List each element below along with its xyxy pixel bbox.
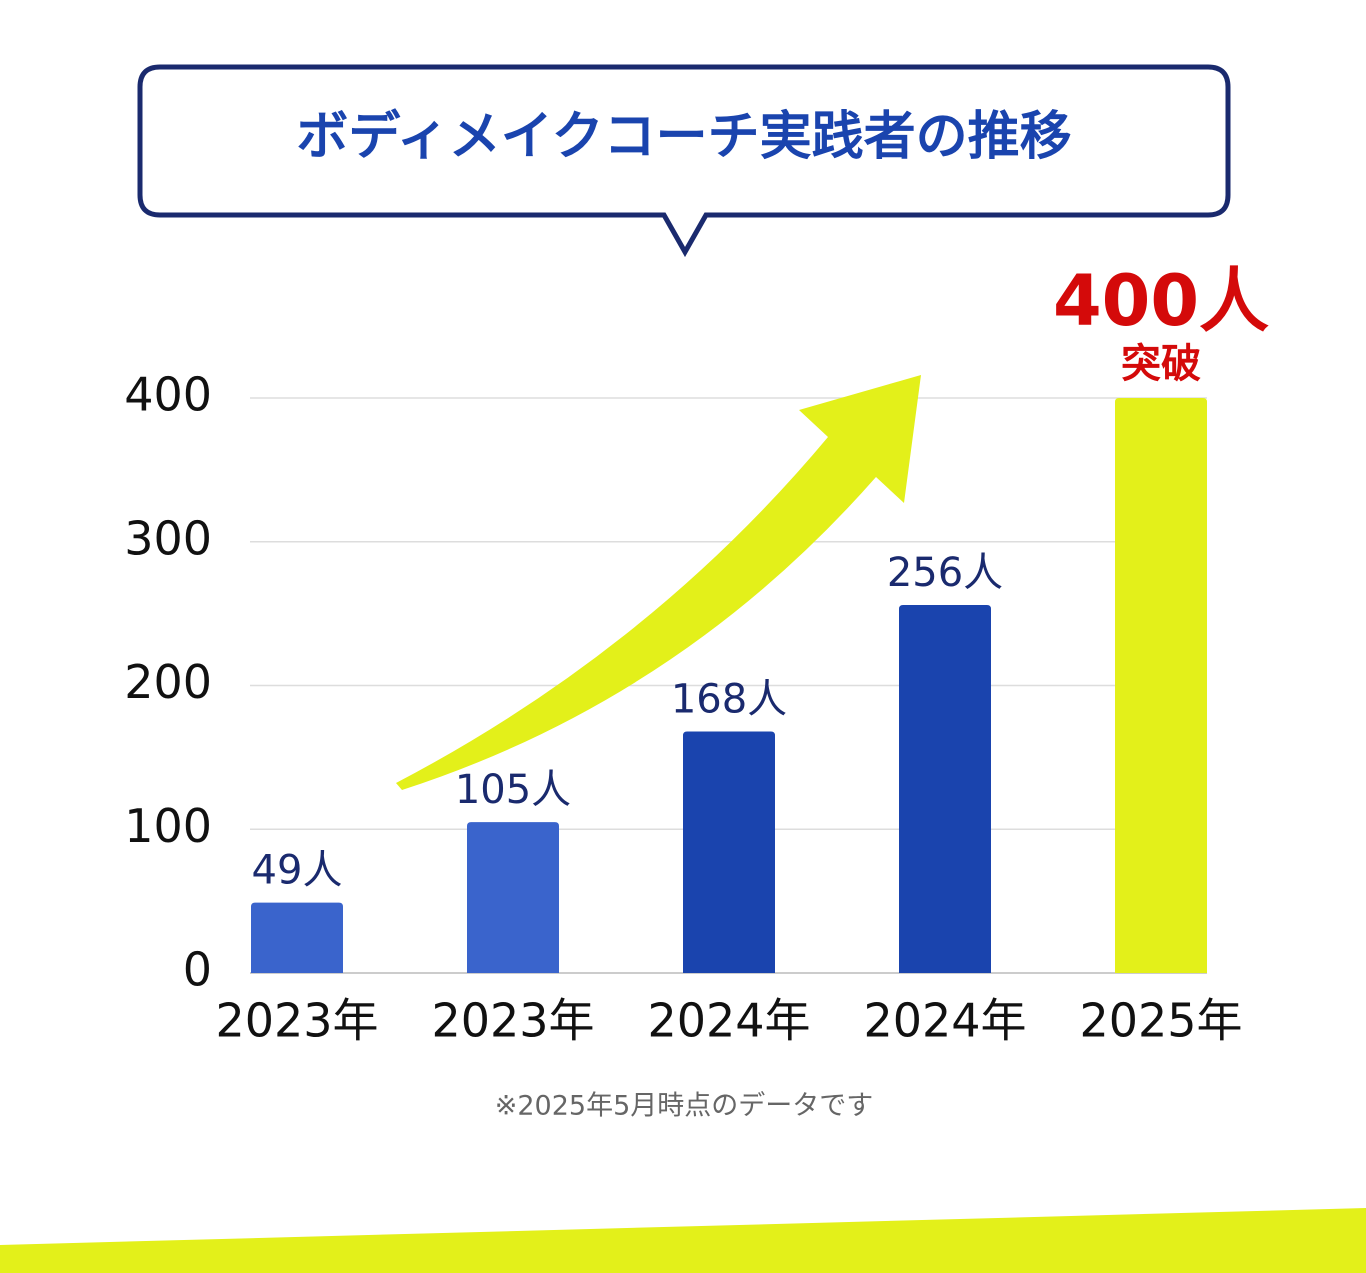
- y-tick-label: 100: [124, 799, 212, 853]
- value-label: 105人: [455, 767, 571, 813]
- bar: [683, 731, 775, 973]
- value-label: 400人: [1053, 260, 1269, 342]
- plot: [250, 397, 1207, 974]
- bar: [1115, 398, 1207, 973]
- decor-stripe: [0, 1208, 1366, 1273]
- labels: 0 100 200 300 400 2023年 49人 2023年 105人 2024年 168人 2…: [124, 260, 1269, 1047]
- bar: [251, 902, 343, 973]
- value-label: 49人: [252, 848, 343, 894]
- y-tick-label: 0: [183, 943, 212, 997]
- chart-title: ボディメイクコーチ実践者の推移: [296, 107, 1071, 167]
- growth-arrow: [396, 375, 921, 790]
- x-tick-label: 2023年: [215, 994, 378, 1048]
- x-tick-label: 2024年: [647, 994, 810, 1048]
- y-tick-label: 400: [124, 368, 212, 422]
- speech-bubble: [137, 64, 1231, 258]
- value-label: 256人: [887, 550, 1003, 596]
- x-tick-label: 2023年: [431, 994, 594, 1048]
- y-tick-label: 300: [124, 511, 212, 565]
- bar: [467, 822, 559, 973]
- bar: [899, 605, 991, 973]
- annotation: 突破: [1121, 341, 1201, 387]
- x-tick-label: 2025年: [1079, 994, 1242, 1048]
- value-label: 168人: [671, 677, 787, 723]
- x-tick-label: 2024年: [863, 994, 1026, 1048]
- y-tick-label: 200: [124, 655, 212, 709]
- footnote: ※2025年5月時点のデータです: [495, 1091, 874, 1122]
